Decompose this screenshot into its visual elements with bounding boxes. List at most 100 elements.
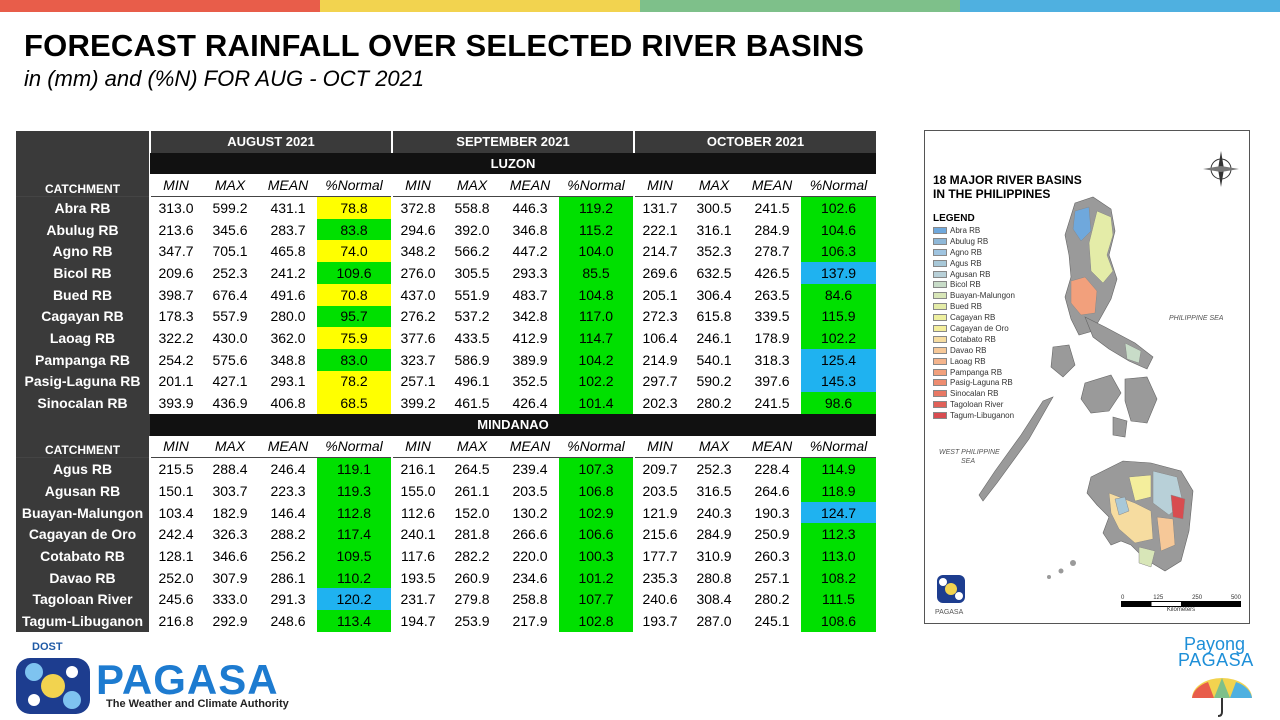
rainfall-cell: 590.2 — [696, 373, 732, 390]
legend-item: Tagoloan River — [933, 399, 1015, 410]
legend-item: Abra RB — [933, 225, 1015, 236]
legend-swatch — [933, 248, 947, 256]
rainfall-cell: 182.9 — [212, 504, 248, 521]
percent-normal-cell: 117.4 — [317, 523, 392, 546]
basin-name: Pampanga RB — [16, 348, 150, 371]
rainfall-cell: 214.9 — [633, 348, 685, 371]
rainfall-cell: 426.5 — [754, 264, 790, 281]
rainfall-cell: 293.3 — [512, 264, 548, 281]
rainfall-cell: 280.0 — [270, 308, 306, 325]
rainfall-cell: 333.0 — [212, 591, 248, 608]
legend-swatch — [933, 357, 947, 365]
pagasa-logo — [16, 658, 90, 714]
rainfall-cell: 313.0 — [149, 196, 201, 219]
scale-label: 250 — [1192, 595, 1203, 601]
legend-label: Pasig-Laguna RB — [950, 378, 1013, 388]
subheader-min: MIN — [391, 174, 443, 198]
rainfall-cell: 540.1 — [696, 351, 732, 368]
percent-normal-cell: 115.9 — [801, 305, 876, 328]
scale-label: 500 — [1230, 595, 1241, 601]
percent-normal-cell: 111.5 — [801, 588, 876, 611]
rainfall-cell: 397.6 — [754, 373, 790, 390]
rainfall-cell: 252.3 — [212, 264, 248, 281]
month-header-3: OCTOBER 2021 — [633, 131, 876, 153]
map-legend: Abra RB Abulug RB Agno RB Agus RB Agusan RB B… — [933, 225, 1015, 421]
legend-label: Agusan RB — [950, 269, 991, 279]
rainfall-cell: 575.6 — [212, 351, 248, 368]
legend-item: Abulug RB — [933, 236, 1015, 247]
legend-label: Buayan-Malungon — [950, 291, 1015, 301]
rainfall-cell: 305.5 — [454, 264, 490, 281]
legend-swatch — [933, 379, 947, 387]
rainfall-cell: 155.0 — [391, 480, 443, 502]
rainfall-cell: 286.1 — [270, 569, 306, 586]
rainfall-cell: 193.5 — [391, 566, 443, 589]
basin-name: Cagayan RB — [16, 305, 150, 328]
month-header-2: SEPTEMBER 2021 — [391, 131, 634, 153]
basin-name: Laoag RB — [16, 327, 150, 349]
table-row: Agusan RB 150.1 303.7 223.3 119.3 155.0 261.1 2… — [16, 480, 876, 502]
rainfall-cell: 203.5 — [633, 480, 685, 502]
rainfall-cell: 131.7 — [633, 196, 685, 219]
percent-normal-cell: 75.9 — [317, 327, 392, 349]
subheader-max: MAX — [685, 174, 743, 198]
percent-normal-cell: 104.6 — [801, 218, 876, 241]
region-label-mindanao: MINDANAO — [150, 413, 876, 436]
rainfall-cell: 202.3 — [633, 392, 685, 414]
legend-swatch — [933, 324, 947, 332]
rainfall-cell: 245.1 — [754, 612, 790, 629]
rainfall-cell: 345.6 — [212, 221, 248, 238]
rainfall-cell: 491.6 — [270, 286, 306, 303]
rainfall-cell: 276.0 — [391, 262, 443, 284]
rainfall-cell: 263.5 — [754, 286, 790, 303]
rainfall-cell: 465.8 — [270, 243, 306, 260]
legend-label: Abra RB — [950, 225, 981, 235]
rainfall-cell: 128.1 — [149, 545, 201, 567]
rainfall-cell: 177.7 — [633, 545, 685, 567]
rainfall-cell: 240.3 — [696, 504, 732, 521]
rainfall-cell: 194.7 — [391, 610, 443, 632]
catchment-header: CATCHMENT — [16, 435, 150, 459]
subheader-pct-normal: %Normal — [559, 435, 634, 459]
percent-normal-cell: 106.3 — [801, 240, 876, 263]
subheader-max: MAX — [201, 174, 259, 198]
rainfall-cell: 252.0 — [149, 566, 201, 589]
percent-normal-cell: 85.5 — [559, 262, 634, 284]
rainfall-cell: 307.9 — [212, 569, 248, 586]
rainfall-cell: 220.0 — [512, 547, 548, 564]
basin-name: Abra RB — [16, 196, 150, 219]
legend-item: Pasig-Laguna RB — [933, 377, 1015, 388]
rainfall-cell: 294.6 — [391, 218, 443, 241]
legend-swatch — [933, 281, 947, 289]
rainfall-cell: 348.8 — [270, 351, 306, 368]
dost-label: DOST — [32, 641, 63, 653]
rainfall-cell: 291.3 — [270, 591, 306, 608]
rainfall-cell: 447.2 — [512, 243, 548, 260]
rainfall-cell: 241.5 — [754, 199, 790, 216]
rainfall-cell: 235.3 — [633, 566, 685, 589]
percent-normal-cell: 119.2 — [559, 196, 634, 219]
subheader-max: MAX — [443, 435, 501, 459]
region-label-luzon: LUZON — [150, 152, 876, 175]
payong-label-2: PAGASA — [1178, 650, 1254, 670]
rainfall-cell: 323.7 — [391, 348, 443, 371]
percent-normal-cell: 102.6 — [801, 196, 876, 219]
legend-swatch — [933, 335, 947, 343]
legend-item: Cagayan de Oro — [933, 323, 1015, 334]
rainfall-cell: 178.9 — [754, 330, 790, 347]
legend-label: Cotabato RB — [950, 334, 996, 344]
rainfall-cell: 339.5 — [754, 308, 790, 325]
legend-item: Bued RB — [933, 301, 1015, 312]
rainfall-cell: 426.4 — [512, 395, 548, 412]
legend-label: Bued RB — [950, 302, 983, 312]
catchment-header: CATCHMENT — [16, 174, 150, 198]
rainfall-cell: 287.0 — [696, 612, 732, 629]
rainfall-cell: 362.0 — [270, 330, 306, 347]
map-title-line-1: 18 MAJOR RIVER BASINS — [933, 173, 1082, 187]
rainfall-cell: 261.1 — [454, 482, 490, 499]
subheader-mean: MEAN — [259, 174, 317, 198]
rainfall-cell: 266.6 — [512, 526, 548, 543]
subheader-mean: MEAN — [743, 435, 801, 459]
percent-normal-cell: 115.2 — [559, 218, 634, 241]
rainfall-cell: 106.4 — [633, 327, 685, 349]
